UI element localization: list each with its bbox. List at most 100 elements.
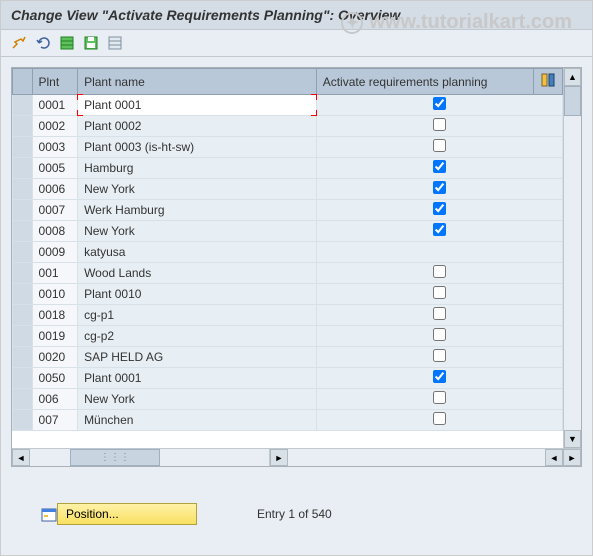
row-selector[interactable] bbox=[13, 200, 33, 221]
row-selector[interactable] bbox=[13, 137, 33, 158]
scroll-left-icon[interactable]: ◄ bbox=[12, 449, 30, 466]
cell-plant-name[interactable]: New York bbox=[78, 179, 317, 200]
table-row[interactable]: 0003Plant 0003 (is-ht-sw) bbox=[13, 137, 563, 158]
table-row[interactable]: 0019cg-p2 bbox=[13, 326, 563, 347]
row-selector[interactable] bbox=[13, 389, 33, 410]
cell-plant-name[interactable]: New York bbox=[78, 221, 317, 242]
cell-plant-name[interactable]: katyusa bbox=[78, 242, 317, 263]
cell-activate bbox=[316, 389, 562, 410]
activate-checkbox[interactable] bbox=[433, 349, 446, 362]
activate-checkbox[interactable] bbox=[433, 412, 446, 425]
table-row[interactable]: 0001Plant 0001 bbox=[13, 95, 563, 116]
row-selector[interactable] bbox=[13, 179, 33, 200]
activate-checkbox[interactable] bbox=[433, 97, 446, 110]
column-selector[interactable] bbox=[13, 69, 33, 95]
position-button[interactable]: Position... bbox=[57, 503, 197, 525]
table-row[interactable]: 0050Plant 0001 bbox=[13, 368, 563, 389]
cell-plnt: 0018 bbox=[32, 305, 78, 326]
cell-plant-name[interactable]: Wood Lands bbox=[78, 263, 317, 284]
cell-plnt: 0020 bbox=[32, 347, 78, 368]
select-all-icon[interactable] bbox=[57, 34, 77, 52]
table-row[interactable]: 0006New York bbox=[13, 179, 563, 200]
column-plnt[interactable]: Plnt bbox=[32, 69, 78, 95]
cell-plant-name[interactable]: Plant 0010 bbox=[78, 284, 317, 305]
toolbar bbox=[1, 30, 592, 57]
scroll-right-icon[interactable]: ► bbox=[270, 449, 288, 466]
cell-activate bbox=[316, 158, 562, 179]
table-row[interactable]: 0007Werk Hamburg bbox=[13, 200, 563, 221]
row-selector[interactable] bbox=[13, 221, 33, 242]
toggle-display-icon[interactable] bbox=[9, 34, 29, 52]
activate-checkbox[interactable] bbox=[433, 118, 446, 131]
cell-plant-name[interactable]: SAP HELD AG bbox=[78, 347, 317, 368]
cell-activate bbox=[316, 284, 562, 305]
row-selector[interactable] bbox=[13, 116, 33, 137]
cell-activate bbox=[316, 242, 562, 263]
scroll-left-icon-2[interactable]: ◄ bbox=[545, 449, 563, 466]
row-selector[interactable] bbox=[13, 284, 33, 305]
column-config-icon[interactable] bbox=[533, 69, 562, 95]
row-selector[interactable] bbox=[13, 410, 33, 431]
cell-plant-name[interactable]: Werk Hamburg bbox=[78, 200, 317, 221]
activate-checkbox[interactable] bbox=[433, 223, 446, 236]
activate-checkbox[interactable] bbox=[433, 202, 446, 215]
row-selector[interactable] bbox=[13, 95, 33, 116]
cell-plant-name[interactable]: Plant 0003 (is-ht-sw) bbox=[78, 137, 317, 158]
cell-plant-name[interactable]: München bbox=[78, 410, 317, 431]
row-selector[interactable] bbox=[13, 242, 33, 263]
vertical-scrollbar[interactable]: ▲ ▼ bbox=[563, 68, 581, 448]
cell-activate bbox=[316, 326, 562, 347]
save-icon[interactable] bbox=[81, 34, 101, 52]
row-selector[interactable] bbox=[13, 305, 33, 326]
table-row[interactable]: 0008New York bbox=[13, 221, 563, 242]
table-row[interactable]: 001Wood Lands bbox=[13, 263, 563, 284]
cell-plnt: 0009 bbox=[32, 242, 78, 263]
cell-plant-name[interactable]: Plant 0002 bbox=[78, 116, 317, 137]
activate-checkbox[interactable] bbox=[433, 139, 446, 152]
activate-checkbox[interactable] bbox=[433, 160, 446, 173]
row-selector[interactable] bbox=[13, 347, 33, 368]
deselect-all-icon[interactable] bbox=[105, 34, 125, 52]
cell-activate bbox=[316, 200, 562, 221]
scroll-down-icon[interactable]: ▼ bbox=[564, 430, 581, 448]
horizontal-scrollbar[interactable]: ◄ ⋮⋮⋮ ► ◄ ► bbox=[12, 448, 581, 466]
cell-plnt: 0002 bbox=[32, 116, 78, 137]
table-row[interactable]: 0009katyusa bbox=[13, 242, 563, 263]
table-row[interactable]: 007München bbox=[13, 410, 563, 431]
activate-checkbox[interactable] bbox=[433, 181, 446, 194]
table-row[interactable]: 0005Hamburg bbox=[13, 158, 563, 179]
cell-plnt: 0010 bbox=[32, 284, 78, 305]
cell-plant-name[interactable]: Plant 0001 bbox=[78, 95, 317, 116]
activate-checkbox[interactable] bbox=[433, 286, 446, 299]
cell-plant-name[interactable]: New York bbox=[78, 389, 317, 410]
cell-plnt: 001 bbox=[32, 263, 78, 284]
cell-plant-name[interactable]: Plant 0001 bbox=[78, 368, 317, 389]
activate-checkbox[interactable] bbox=[433, 391, 446, 404]
activate-checkbox[interactable] bbox=[433, 370, 446, 383]
table-row[interactable]: 0018cg-p1 bbox=[13, 305, 563, 326]
table-row[interactable]: 0002Plant 0002 bbox=[13, 116, 563, 137]
scroll-right-icon-2[interactable]: ► bbox=[563, 449, 581, 466]
table-row[interactable]: 0020SAP HELD AG bbox=[13, 347, 563, 368]
activate-checkbox[interactable] bbox=[433, 265, 446, 278]
cell-plnt: 0005 bbox=[32, 158, 78, 179]
row-selector[interactable] bbox=[13, 368, 33, 389]
scroll-up-icon[interactable]: ▲ bbox=[564, 68, 581, 86]
cell-plant-name[interactable]: cg-p2 bbox=[78, 326, 317, 347]
activate-checkbox[interactable] bbox=[433, 328, 446, 341]
scroll-thumb[interactable] bbox=[564, 86, 581, 116]
cell-activate bbox=[316, 305, 562, 326]
row-selector[interactable] bbox=[13, 326, 33, 347]
column-activate[interactable]: Activate requirements planning bbox=[316, 69, 533, 95]
activate-checkbox[interactable] bbox=[433, 307, 446, 320]
undo-icon[interactable] bbox=[33, 34, 53, 52]
column-plant-name[interactable]: Plant name bbox=[78, 69, 317, 95]
table-row[interactable]: 0010Plant 0010 bbox=[13, 284, 563, 305]
table-row[interactable]: 006New York bbox=[13, 389, 563, 410]
cell-activate bbox=[316, 347, 562, 368]
cell-plant-name[interactable]: Hamburg bbox=[78, 158, 317, 179]
hscroll-thumb[interactable]: ⋮⋮⋮ bbox=[70, 449, 160, 466]
cell-plant-name[interactable]: cg-p1 bbox=[78, 305, 317, 326]
row-selector[interactable] bbox=[13, 263, 33, 284]
row-selector[interactable] bbox=[13, 158, 33, 179]
